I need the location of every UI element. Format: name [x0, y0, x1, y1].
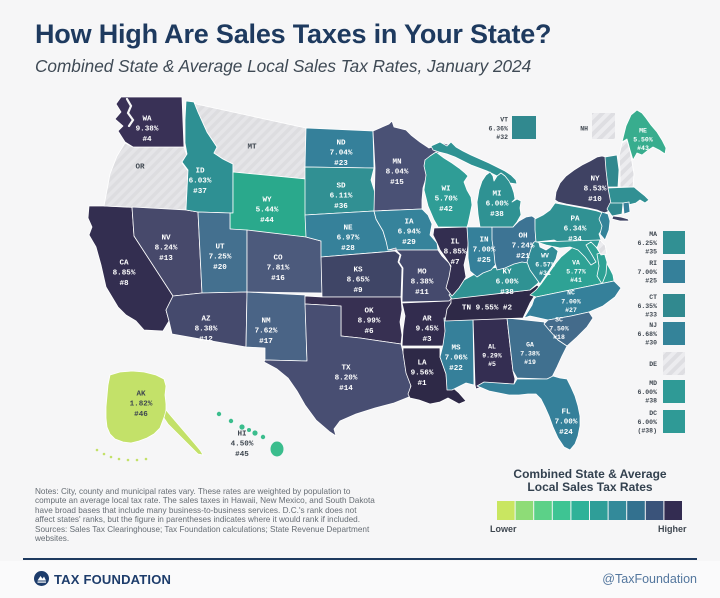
svg-text:WA9.38%#4: WA 9.38% #4 — [136, 115, 159, 144]
svg-text:HI4.50%#45: HI 4.50% #45 — [231, 430, 254, 459]
svg-text:KY6.00%#38: KY 6.00% #38 — [496, 268, 519, 297]
svg-text:AK1.82%#46: AK 1.82% #46 — [130, 390, 153, 419]
svg-text:IA6.94%#29: IA 6.94% #29 — [398, 218, 421, 247]
svg-text:NY8.53%#10: NY 8.53% #10 — [584, 175, 607, 204]
svg-text:TN 9.55% #2: TN 9.55% #2 — [462, 305, 513, 313]
svg-text:AL9.29%#5: AL 9.29% #5 — [482, 344, 502, 368]
svg-text:GA7.38%#19: GA 7.38% #19 — [520, 342, 540, 366]
svg-text:ID6.03%#37: ID 6.03% #37 — [189, 167, 212, 196]
svg-text:TX8.20%#14: TX 8.20% #14 — [335, 364, 358, 393]
svg-text:WI5.70%#42: WI 5.70% #42 — [435, 185, 458, 214]
svg-text:MI6.00%#38: MI 6.00% #38 — [486, 190, 509, 219]
svg-text:MD6.00%#38: MD 6.00% #38 — [637, 380, 657, 404]
svg-text:UT7.25%#20: UT 7.25% #20 — [209, 243, 232, 272]
svg-text:IL8.85%#7: IL 8.85% #7 — [444, 238, 467, 267]
svg-text:PA6.34%#34: PA 6.34% #34 — [564, 215, 587, 244]
svg-text:VA5.77%#41: VA 5.77% #41 — [566, 260, 586, 284]
svg-text:SD6.11%#36: SD 6.11% #36 — [330, 182, 353, 211]
svg-text:RI7.00%#25: RI 7.00% #25 — [637, 260, 657, 284]
svg-text:CA8.85%#8: CA 8.85% #8 — [113, 259, 136, 288]
svg-text:ND7.04%#23: ND 7.04% #23 — [330, 139, 353, 168]
svg-text:FL7.00%#24: FL 7.00% #24 — [555, 408, 578, 437]
svg-text:WV6.57%#31: WV 6.57% #31 — [535, 253, 555, 277]
svg-text:OK8.99%#6: OK 8.99% #6 — [358, 307, 381, 336]
svg-text:NE6.97%#28: NE 6.97% #28 — [337, 224, 360, 253]
svg-text:NM7.62%#17: NM 7.62% #17 — [255, 317, 278, 346]
svg-text:IN7.00%#25: IN 7.00% #25 — [473, 236, 496, 265]
svg-text:SC7.50%#18: SC 7.50% #18 — [549, 317, 569, 341]
svg-text:NJ6.68%#30: NJ 6.68% #30 — [637, 322, 657, 346]
svg-text:KS8.65%#9: KS 8.65% #9 — [347, 266, 370, 295]
svg-text:NV8.24%#13: NV 8.24% #13 — [155, 234, 178, 263]
svg-text:MO8.38%#11: MO 8.38% #11 — [411, 268, 434, 297]
svg-text:ME5.50%#43: ME 5.50% #43 — [633, 128, 653, 152]
svg-text:MN8.04%#15: MN 8.04% #15 — [386, 158, 409, 187]
svg-text:DE: DE — [649, 361, 657, 368]
svg-text:AZ8.38%#12: AZ 8.38% #12 — [195, 315, 218, 344]
svg-text:MT: MT — [247, 144, 257, 152]
svg-text:WY5.44%#44: WY 5.44% #44 — [256, 196, 279, 225]
svg-text:MS7.06%#22: MS 7.06% #22 — [445, 344, 468, 373]
svg-text:NH: NH — [580, 125, 588, 132]
svg-text:OR: OR — [135, 164, 145, 172]
svg-text:OH7.24%#21: OH 7.24% #21 — [512, 232, 535, 261]
svg-text:CT6.35%#33: CT 6.35% #33 — [637, 294, 657, 318]
svg-text:MA6.25%#35: MA 6.25% #35 — [637, 231, 657, 255]
svg-text:LA9.56%#1: LA 9.56% #1 — [411, 359, 434, 388]
svg-text:CO7.81%#16: CO 7.81% #16 — [267, 254, 290, 283]
svg-text:NC7.00%#27: NC 7.00% #27 — [561, 290, 581, 314]
svg-text:AR9.45%#3: AR 9.45% #3 — [416, 315, 439, 344]
svg-text:VT6.36%#32: VT 6.36% #32 — [488, 117, 508, 141]
svg-text:DC6.00%(#38): DC 6.00% (#38) — [637, 410, 657, 434]
